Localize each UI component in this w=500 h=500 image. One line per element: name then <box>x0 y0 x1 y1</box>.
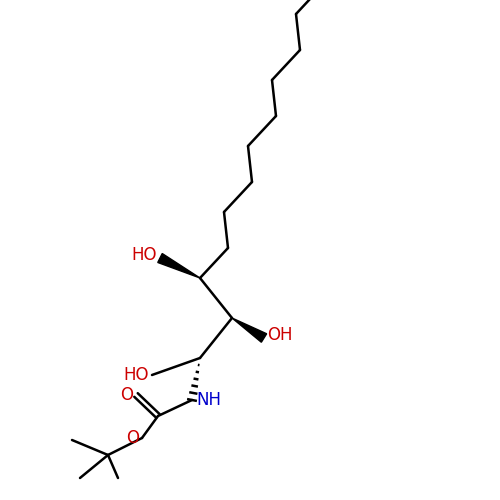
Text: HO: HO <box>124 366 149 384</box>
Text: NH: NH <box>196 391 221 409</box>
Polygon shape <box>158 254 200 278</box>
Text: O: O <box>120 386 133 404</box>
Text: OH: OH <box>267 326 292 344</box>
Polygon shape <box>232 318 266 342</box>
Text: HO: HO <box>132 246 157 264</box>
Text: O: O <box>126 429 139 447</box>
